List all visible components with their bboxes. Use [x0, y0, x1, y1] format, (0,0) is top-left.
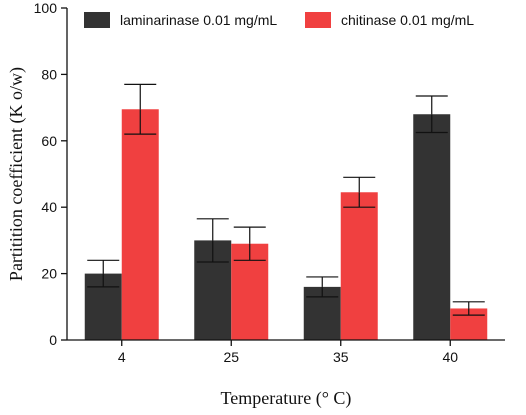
bars — [84, 83, 488, 341]
x-axis-title: Temperature (° C) — [221, 388, 352, 409]
legend-label: chitinase 0.01 mg/mL — [341, 12, 474, 28]
x-tick-label: 35 — [333, 349, 349, 365]
y-tick-label: 0 — [49, 332, 57, 348]
y-tick-label: 60 — [41, 133, 57, 149]
bar — [121, 109, 159, 340]
legend-swatch — [84, 12, 110, 28]
axes: 0 20 40 60 80 100 4 25 35 40 — [34, 0, 505, 365]
y-tick-label: 20 — [41, 266, 57, 282]
legend-swatch — [305, 12, 331, 28]
y-tick-label: 100 — [34, 0, 58, 16]
x-tick-label: 40 — [442, 349, 458, 365]
x-tick-label: 4 — [118, 349, 126, 365]
bar — [340, 192, 378, 340]
bar — [413, 114, 451, 341]
y-tick-label: 40 — [41, 199, 57, 215]
y-axis-title: Partitition coefficient (K o/w) — [6, 67, 27, 281]
legend: laminarinase 0.01 mg/mL chitinase 0.01 mg… — [84, 12, 474, 28]
legend-label: laminarinase 0.01 mg/mL — [120, 12, 277, 28]
y-tick-label: 80 — [41, 66, 57, 82]
x-tick-label: 25 — [223, 349, 239, 365]
